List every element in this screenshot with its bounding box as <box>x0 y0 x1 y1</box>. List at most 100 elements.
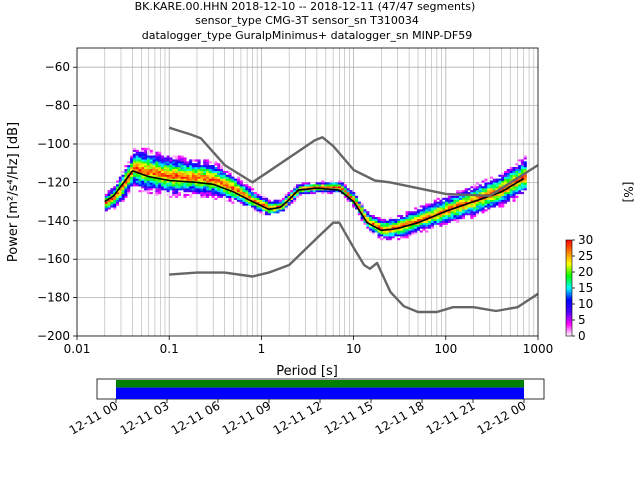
density-cell <box>158 153 162 156</box>
density-cell <box>104 207 108 210</box>
density-cell <box>177 176 181 179</box>
density-cell <box>118 197 122 200</box>
density-cell <box>464 209 468 212</box>
density-cell <box>104 209 108 212</box>
density-cell <box>144 167 148 170</box>
density-cell <box>228 199 232 202</box>
density-cell <box>447 211 451 214</box>
density-cell <box>248 193 252 197</box>
density-cell <box>501 176 505 179</box>
density-cell <box>225 176 229 179</box>
density-cell <box>453 201 457 204</box>
density-cell <box>172 176 176 179</box>
density-cell <box>490 192 494 195</box>
density-cell <box>338 182 342 185</box>
density-cell <box>388 224 392 227</box>
density-cell <box>163 172 167 175</box>
density-cell <box>158 161 162 164</box>
density-cell <box>459 207 463 210</box>
density-cell <box>276 199 280 202</box>
density-cell <box>236 195 240 198</box>
density-cell <box>501 184 505 187</box>
density-cell <box>152 163 156 166</box>
density-cell <box>135 178 139 181</box>
density-cell <box>504 186 508 189</box>
density-cell <box>405 236 409 239</box>
density-cell <box>166 180 170 183</box>
density-cell <box>414 232 418 235</box>
density-cell <box>355 195 359 198</box>
density-cell <box>520 186 524 189</box>
density-cell <box>155 188 159 191</box>
density-cell <box>439 217 443 220</box>
density-cell <box>180 184 184 187</box>
density-cell <box>222 170 226 174</box>
density-cell <box>265 205 269 208</box>
density-cell <box>191 172 195 175</box>
density-cell <box>163 169 167 172</box>
density-cell <box>523 176 527 179</box>
density-cell <box>175 159 179 162</box>
density-cell <box>509 190 513 193</box>
density-cell <box>146 155 150 158</box>
density-cell <box>135 180 139 183</box>
density-cell <box>220 182 224 185</box>
density-cell <box>447 213 451 216</box>
density-cell <box>515 167 519 170</box>
colorbar-tick-label: 25 <box>578 249 593 263</box>
density-cell <box>104 205 108 208</box>
density-cell <box>158 169 162 172</box>
density-cell <box>144 184 148 187</box>
density-cell <box>383 224 387 227</box>
density-cell <box>397 228 401 231</box>
density-cell <box>470 199 474 202</box>
density-cell <box>206 165 210 168</box>
density-cell <box>490 205 494 208</box>
density-cell <box>512 174 516 177</box>
density-cell <box>318 182 322 185</box>
density-cell <box>155 172 159 175</box>
x-tick-label: 1000 <box>523 342 554 356</box>
density-cell <box>352 203 356 206</box>
timeline-tick-label: 12-11 09 <box>220 398 274 437</box>
density-cell <box>428 218 432 222</box>
density-cell <box>439 199 443 202</box>
density-cell <box>116 188 120 191</box>
density-cell <box>220 169 224 172</box>
density-cell <box>512 190 516 193</box>
density-cell <box>470 217 474 220</box>
density-cell <box>459 192 463 195</box>
density-cell <box>200 172 204 175</box>
x-tick-label: 1 <box>258 342 266 356</box>
density-cell <box>422 209 426 212</box>
density-cell <box>175 184 179 187</box>
density-cell <box>515 184 519 187</box>
density-cell <box>425 209 429 212</box>
density-cell <box>490 182 494 185</box>
density-cell <box>155 161 159 164</box>
density-cell <box>402 217 406 220</box>
density-cell <box>183 184 187 187</box>
density-cell <box>152 182 156 185</box>
density-cell <box>191 170 195 174</box>
density-cell <box>203 159 207 162</box>
density-cell <box>366 226 370 229</box>
density-cell <box>194 167 198 170</box>
density-cell <box>371 218 375 222</box>
density-cell <box>132 180 136 183</box>
density-cell <box>484 178 488 181</box>
density-cell <box>245 190 249 193</box>
density-cell <box>197 184 201 187</box>
density-cell <box>169 188 173 191</box>
density-cell <box>200 180 204 183</box>
density-cell <box>430 220 434 223</box>
density-cell <box>450 199 454 202</box>
density-cell <box>180 186 184 189</box>
density-cell <box>107 203 111 206</box>
density-cell <box>402 224 406 227</box>
density-cell <box>132 182 136 185</box>
density-cell <box>473 205 477 208</box>
density-cell <box>411 228 415 231</box>
density-cell <box>228 184 232 187</box>
density-cell <box>231 192 235 195</box>
